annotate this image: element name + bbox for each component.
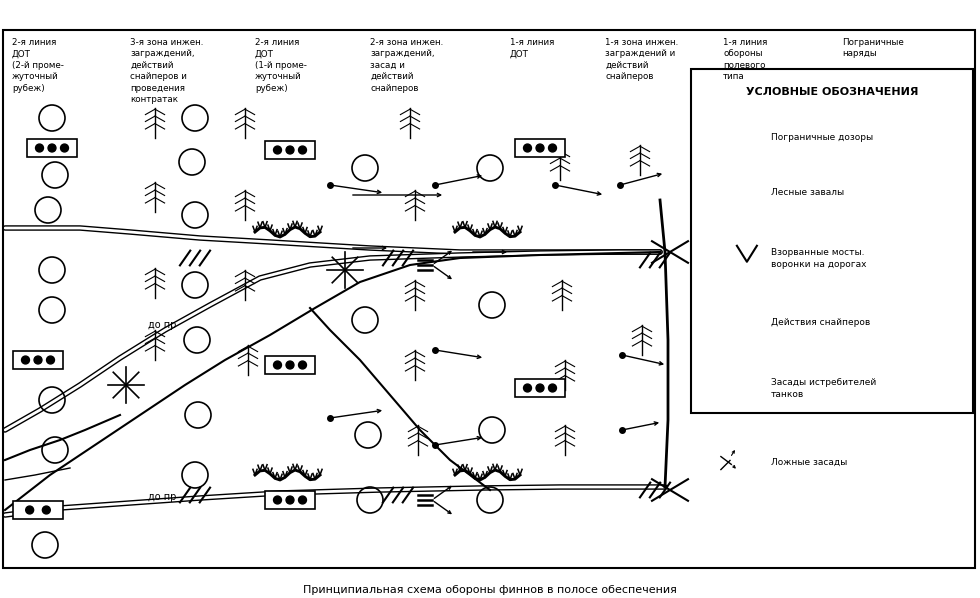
Circle shape (42, 506, 50, 514)
Circle shape (35, 144, 43, 152)
Circle shape (286, 146, 294, 154)
Circle shape (299, 146, 307, 154)
Text: 1-я линия
ДОТ: 1-я линия ДОТ (510, 38, 555, 59)
Text: Пограничные
наряды: Пограничные наряды (842, 38, 904, 59)
Text: 1-я линия
обороны
полевого
типа: 1-я линия обороны полевого типа (723, 38, 767, 81)
Circle shape (299, 496, 307, 504)
Circle shape (22, 356, 29, 364)
Text: Засады истребителей
танков: Засады истребителей танков (771, 378, 876, 399)
Circle shape (25, 506, 33, 514)
Text: Принципиальная схема обороны финнов в полосе обеспечения: Принципиальная схема обороны финнов в по… (303, 585, 677, 595)
Text: 3-я зона инжен.
заграждений,
действий
снайперов и
проведения
контратак: 3-я зона инжен. заграждений, действий сн… (130, 38, 204, 104)
Circle shape (536, 384, 544, 392)
Text: до пр: до пр (148, 492, 176, 502)
Bar (515, 379, 565, 397)
Bar (13, 501, 63, 519)
Circle shape (48, 144, 56, 152)
Circle shape (286, 361, 294, 369)
Bar (3, 30, 975, 568)
Text: УСЛОВНЫЕ ОБОЗНАЧЕНИЯ: УСЛОВНЫЕ ОБОЗНАЧЕНИЯ (746, 87, 918, 97)
Text: Действия снайперов: Действия снайперов (771, 318, 870, 327)
Circle shape (536, 144, 544, 152)
Text: 2-я зона инжен.
заграждений,
засад и
действий
снайперов: 2-я зона инжен. заграждений, засад и дей… (370, 38, 443, 93)
Bar (265, 356, 315, 374)
Text: до пр: до пр (148, 320, 176, 330)
Circle shape (523, 144, 531, 152)
Bar (691, 69, 973, 413)
Text: 1-я зона инжен.
заграждений и
действий
снайперов: 1-я зона инжен. заграждений и действий с… (605, 38, 678, 81)
Circle shape (523, 384, 531, 392)
Circle shape (46, 356, 55, 364)
Text: Лесные завалы: Лесные завалы (771, 188, 844, 197)
Bar (13, 351, 63, 369)
Circle shape (286, 496, 294, 504)
Circle shape (299, 361, 307, 369)
Bar (265, 141, 315, 159)
Text: Пограничные дозоры: Пограничные дозоры (771, 133, 873, 142)
Circle shape (549, 144, 557, 152)
Text: Взорванные мосты.
воронки на дорогах: Взорванные мосты. воронки на дорогах (771, 248, 866, 269)
Circle shape (273, 496, 281, 504)
Bar (515, 139, 565, 157)
Text: Ложные засады: Ложные засады (771, 458, 847, 467)
Bar (265, 491, 315, 509)
Bar (27, 139, 77, 157)
Circle shape (61, 144, 69, 152)
Circle shape (273, 361, 281, 369)
Circle shape (34, 356, 42, 364)
Circle shape (273, 146, 281, 154)
Text: 2-я линия
ДОТ
(2-й проме-
жуточный
рубеж): 2-я линия ДОТ (2-й проме- жуточный рубеж… (12, 38, 64, 93)
Text: 2-я линия
ДОТ
(1-й проме-
жуточный
рубеж): 2-я линия ДОТ (1-й проме- жуточный рубеж… (255, 38, 307, 93)
Circle shape (549, 384, 557, 392)
